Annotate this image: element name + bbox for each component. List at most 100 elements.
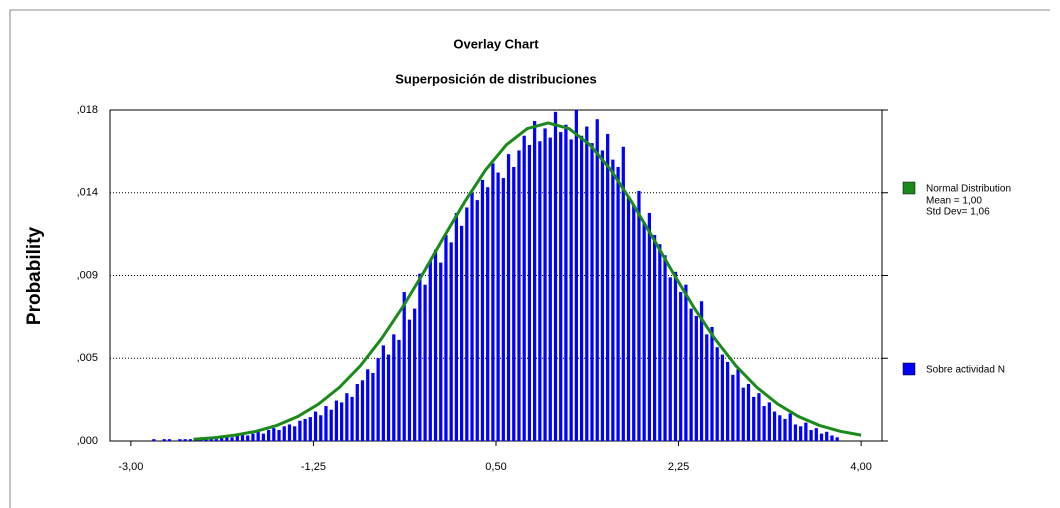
bar <box>251 433 255 441</box>
bar <box>350 396 354 441</box>
bar <box>830 435 834 441</box>
bar <box>553 111 558 441</box>
bar <box>423 284 427 441</box>
x-tick-label: 2,25 <box>668 461 689 473</box>
bar <box>710 326 714 441</box>
bar <box>392 334 396 441</box>
bar <box>595 119 599 441</box>
legend-annotation: Mean = 1,00 <box>926 196 982 207</box>
bar <box>517 150 521 441</box>
legend-label: Sobre actividad N <box>926 365 1005 376</box>
y-tick-label: ,000 <box>77 435 98 447</box>
legend-label: Normal Distribution <box>926 184 1011 195</box>
bar <box>334 400 339 441</box>
bar <box>746 383 751 441</box>
bar <box>673 271 678 441</box>
bar <box>569 139 573 441</box>
bar <box>533 121 537 442</box>
bar <box>444 235 448 441</box>
bar <box>319 415 323 441</box>
bar <box>287 424 292 441</box>
bar <box>480 179 485 441</box>
bar <box>626 196 631 441</box>
bar <box>225 435 229 441</box>
legend-swatch <box>902 362 916 376</box>
curve <box>193 121 862 441</box>
bar <box>152 439 156 441</box>
legend-swatch <box>902 181 916 195</box>
bar <box>621 146 625 441</box>
bar <box>459 225 464 441</box>
bar <box>360 380 365 441</box>
bar <box>465 207 469 441</box>
bar <box>564 124 568 441</box>
bar <box>527 144 532 441</box>
bar <box>266 429 271 441</box>
bar <box>637 190 641 441</box>
bar <box>470 192 474 441</box>
bar <box>272 428 276 441</box>
bar <box>214 439 219 441</box>
bar <box>632 205 636 441</box>
bar <box>574 110 578 441</box>
bar <box>809 429 813 441</box>
bar <box>699 301 704 441</box>
bar <box>345 393 349 441</box>
bar <box>652 235 657 441</box>
bar <box>679 292 683 441</box>
bar <box>767 402 771 441</box>
bar <box>433 249 438 441</box>
bar <box>793 424 798 441</box>
bar <box>694 315 698 441</box>
bar <box>668 277 672 441</box>
bar <box>240 433 245 441</box>
bar <box>788 413 792 441</box>
y-axis-label: Probability <box>24 226 45 325</box>
bar <box>512 167 516 441</box>
bar <box>491 163 495 442</box>
bar <box>220 437 224 441</box>
bar <box>381 345 385 441</box>
y-tick-label: ,005 <box>77 352 98 364</box>
bar <box>684 284 688 441</box>
x-tick-label: 4,00 <box>850 461 871 473</box>
bar <box>303 418 307 441</box>
bar <box>298 420 302 441</box>
bar <box>167 439 172 441</box>
bar <box>308 417 312 441</box>
bar <box>454 212 459 441</box>
bar <box>261 433 266 441</box>
bar <box>188 439 192 441</box>
bar <box>689 308 693 441</box>
bar <box>522 135 526 441</box>
bar <box>230 437 234 441</box>
bar <box>413 308 417 441</box>
bar <box>282 426 286 441</box>
bar <box>418 273 422 441</box>
bar <box>397 339 401 441</box>
bar <box>439 262 443 441</box>
bar <box>819 433 824 441</box>
bar <box>183 439 187 441</box>
bar <box>611 159 615 441</box>
bar <box>235 435 239 441</box>
bar <box>825 431 829 441</box>
frame <box>9 9 1050 508</box>
bar <box>600 150 605 441</box>
bar <box>501 178 505 442</box>
bar <box>178 439 182 441</box>
bar <box>340 402 344 441</box>
bar <box>386 354 391 441</box>
bar <box>277 429 281 441</box>
bar <box>162 439 166 441</box>
y-tick-label: ,018 <box>77 104 98 116</box>
bar <box>647 212 652 441</box>
bar <box>376 358 380 441</box>
bar <box>366 369 370 441</box>
bar <box>579 135 584 441</box>
chart-subtitle: Superposición de distribuciones <box>395 71 597 86</box>
bar <box>543 128 547 441</box>
bar <box>293 426 297 441</box>
bar <box>772 411 777 441</box>
